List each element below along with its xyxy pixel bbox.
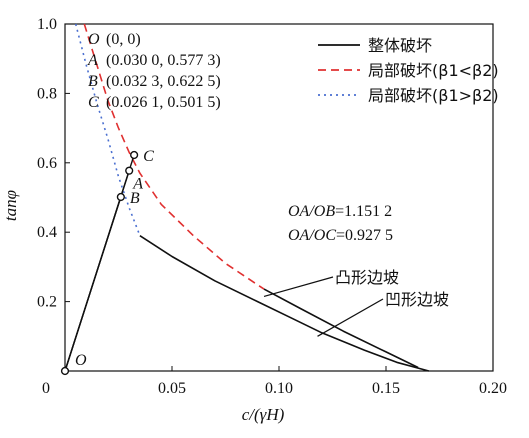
series-line-1 [83, 23, 265, 290]
coord-value-B: (0.032 3, 0.622 5) [106, 73, 221, 90]
y-axis-title: tanφ [1, 190, 20, 221]
coord-value-C: (0.026 1, 0.501 5) [106, 94, 221, 111]
y-tick-label: 1.0 [37, 16, 57, 33]
ray-OC [64, 196, 122, 372]
callout-label-0: 凸形边坡 [335, 268, 399, 287]
legend-label-0: 整体破坏 [368, 36, 432, 55]
coord-name-C: C [88, 94, 99, 111]
curves [64, 23, 430, 372]
legend-label-2: 局部破坏(β1>β2) [368, 86, 499, 105]
y-tick-label: 0.8 [37, 85, 57, 102]
callout-label-1: 凹形边坡 [385, 290, 449, 309]
coord-name-O: O [88, 31, 100, 48]
y-tick-label: 0.4 [37, 224, 57, 241]
x-tick-label: 0.05 [158, 380, 186, 397]
x-axis-title: c/(γH) [242, 405, 285, 424]
point-label-B: B [130, 190, 140, 207]
point-B [130, 150, 139, 160]
point-label-A: A [132, 176, 143, 193]
point-label-C: C [143, 148, 154, 165]
ratio-1: OA/OC=0.927 5 [288, 227, 393, 244]
plot-area: 0.05 0.10 0.15 0.20 0.2 0.4 0.6 0.8 1.0 0 c/(γH) ta… [1, 16, 507, 424]
x-tick-label: 0.15 [372, 380, 400, 397]
y-tick-label: 0.2 [37, 294, 57, 311]
point-C [116, 192, 125, 202]
markers [60, 150, 139, 376]
point-label-O: O [75, 352, 87, 369]
coord-value-O: (0, 0) [106, 31, 141, 48]
coord-name-A: A [87, 52, 98, 69]
origin-label: 0 [42, 380, 50, 397]
x-tick-label: 0.10 [265, 380, 293, 397]
ratio-0: OA/OB=1.151 2 [288, 203, 392, 220]
legend-label-1: 局部破坏(β1<β2) [368, 61, 499, 80]
callout-leader-1 [317, 298, 384, 337]
coord-value-A: (0.030 0, 0.577 3) [106, 52, 221, 69]
series-line-3 [263, 288, 419, 369]
x-tick-label: 0.20 [479, 380, 507, 397]
series-line-0 [139, 235, 430, 372]
series-line-2 [74, 23, 141, 236]
point-A [125, 166, 134, 175]
point-O [60, 366, 70, 376]
callout-leader-0 [263, 276, 334, 297]
y-tick-label: 0.6 [37, 155, 57, 172]
coord-name-B: B [88, 73, 98, 90]
